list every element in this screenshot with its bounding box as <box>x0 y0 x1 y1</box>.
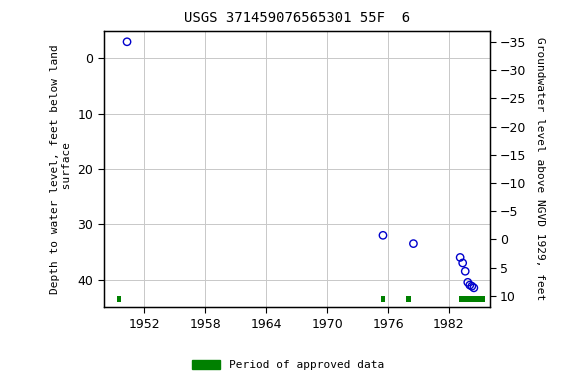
Point <box>467 283 476 289</box>
Bar <box>117 296 121 302</box>
Point <box>123 39 132 45</box>
Point <box>378 232 388 238</box>
Bar <box>381 296 385 302</box>
Y-axis label: Depth to water level, feet below land
 surface: Depth to water level, feet below land su… <box>50 44 72 294</box>
Bar <box>459 296 484 302</box>
Y-axis label: Groundwater level above NGVD 1929, feet: Groundwater level above NGVD 1929, feet <box>535 37 545 301</box>
Title: USGS 371459076565301 55F  6: USGS 371459076565301 55F 6 <box>184 12 410 25</box>
Point <box>409 240 418 247</box>
Bar <box>406 296 411 302</box>
Point <box>469 285 479 291</box>
Point <box>458 260 467 266</box>
Point <box>461 268 470 274</box>
Point <box>465 282 475 288</box>
Legend: Period of approved data: Period of approved data <box>188 355 388 375</box>
Point <box>463 279 472 285</box>
Point <box>456 254 465 260</box>
